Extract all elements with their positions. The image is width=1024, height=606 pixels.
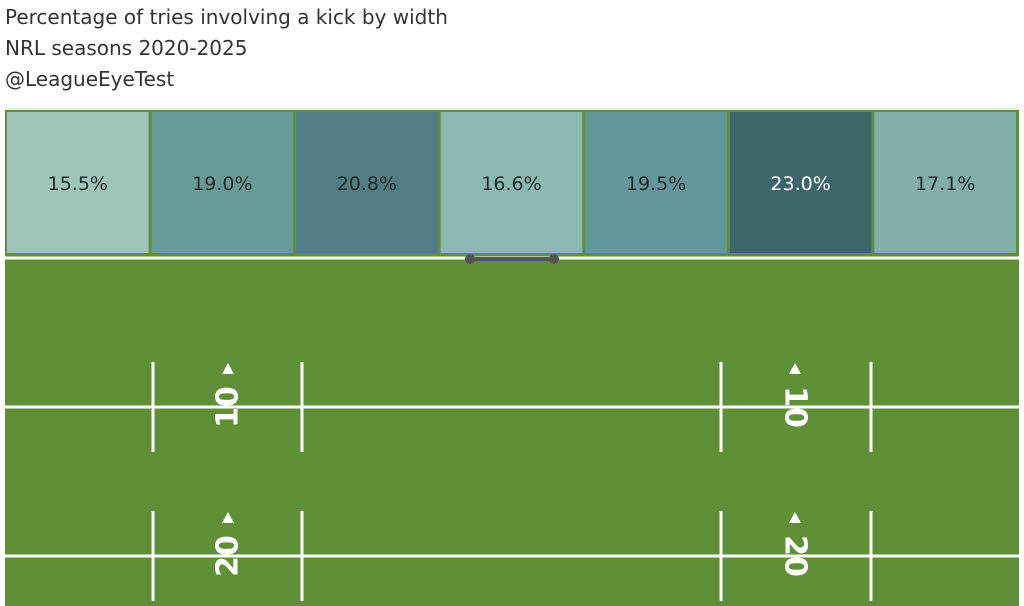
goal-post-right [549,254,559,264]
heatmap-value-label: 19.5% [626,173,686,195]
heatmap-cell [874,112,1016,253]
heatmap-cell [440,112,583,253]
heatmap-cell [151,112,294,253]
yard-number-right: 10 [778,386,813,428]
chart-titles: Percentage of tries involving a kick by … [5,2,448,95]
yard-number-left: 20 [211,535,246,577]
playing-field [5,255,1019,606]
heatmap-cell [7,112,149,253]
heatmap-value-label: 17.1% [915,173,975,195]
heatmap-value-label: 16.6% [481,173,541,195]
yard-arrow-left [222,512,234,523]
heatmap-value-label: 20.8% [337,173,397,195]
heatmap-cell [729,112,872,253]
yard-number-left: 10 [211,386,246,428]
goal-post-left [465,254,475,264]
yard-arrow-right [789,512,801,523]
yard-arrow-left [222,363,234,374]
heatmap-value-label: 15.5% [48,173,108,195]
yard-arrow-right [789,363,801,374]
heatmap-cell [296,112,438,253]
heatmap-cell [585,112,727,253]
yard-number-right: 20 [778,535,813,577]
heatmap-value-label: 19.0% [192,173,252,195]
chart-title: Percentage of tries involving a kick by … [5,5,448,29]
author-handle: @LeagueEyeTest [5,67,175,91]
chart-subtitle: NRL seasons 2020-2025 [5,36,248,60]
heatmap-value-label: 23.0% [770,173,830,195]
